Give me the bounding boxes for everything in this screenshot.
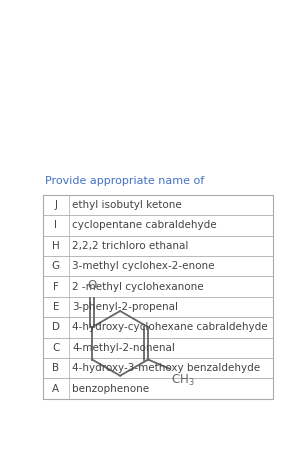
Bar — [43, 358, 273, 379]
Text: O: O — [87, 279, 97, 292]
Text: A: A — [52, 384, 59, 394]
Bar — [43, 215, 273, 236]
Text: 3-methyl cyclohex-2-enone: 3-methyl cyclohex-2-enone — [72, 261, 215, 271]
Bar — [43, 236, 273, 256]
Bar — [43, 256, 273, 276]
Bar — [43, 276, 273, 297]
Text: D: D — [52, 323, 60, 332]
Text: CH$_3$: CH$_3$ — [171, 373, 195, 388]
Text: B: B — [52, 363, 59, 373]
Text: 3-phenyl-2-propenal: 3-phenyl-2-propenal — [72, 302, 178, 312]
Text: I: I — [54, 220, 57, 230]
Text: cyclopentane cabraldehyde: cyclopentane cabraldehyde — [72, 220, 217, 230]
Text: H: H — [52, 241, 60, 251]
Text: 4-methyl-2-nonenal: 4-methyl-2-nonenal — [72, 343, 175, 353]
Bar — [43, 195, 273, 215]
Text: 2,2,2 trichloro ethanal: 2,2,2 trichloro ethanal — [72, 241, 189, 251]
Text: benzophenone: benzophenone — [72, 384, 149, 394]
Text: ethyl isobutyl ketone: ethyl isobutyl ketone — [72, 200, 182, 210]
Text: F: F — [53, 282, 59, 292]
Text: G: G — [52, 261, 60, 271]
Text: C: C — [52, 343, 59, 353]
Text: 4-hydroxy-3-methoxy benzaldehyde: 4-hydroxy-3-methoxy benzaldehyde — [72, 363, 261, 373]
Text: J: J — [54, 200, 57, 210]
Bar — [43, 338, 273, 358]
Bar — [43, 297, 273, 317]
Text: Provide appropriate name of: Provide appropriate name of — [46, 176, 205, 186]
Bar — [43, 379, 273, 399]
Text: 4-hydroxy-cyclohexane cabraldehyde: 4-hydroxy-cyclohexane cabraldehyde — [72, 323, 268, 332]
Bar — [43, 195, 273, 399]
Text: 2 -methyl cyclohexanone: 2 -methyl cyclohexanone — [72, 282, 204, 292]
Bar — [43, 317, 273, 338]
Text: E: E — [53, 302, 59, 312]
